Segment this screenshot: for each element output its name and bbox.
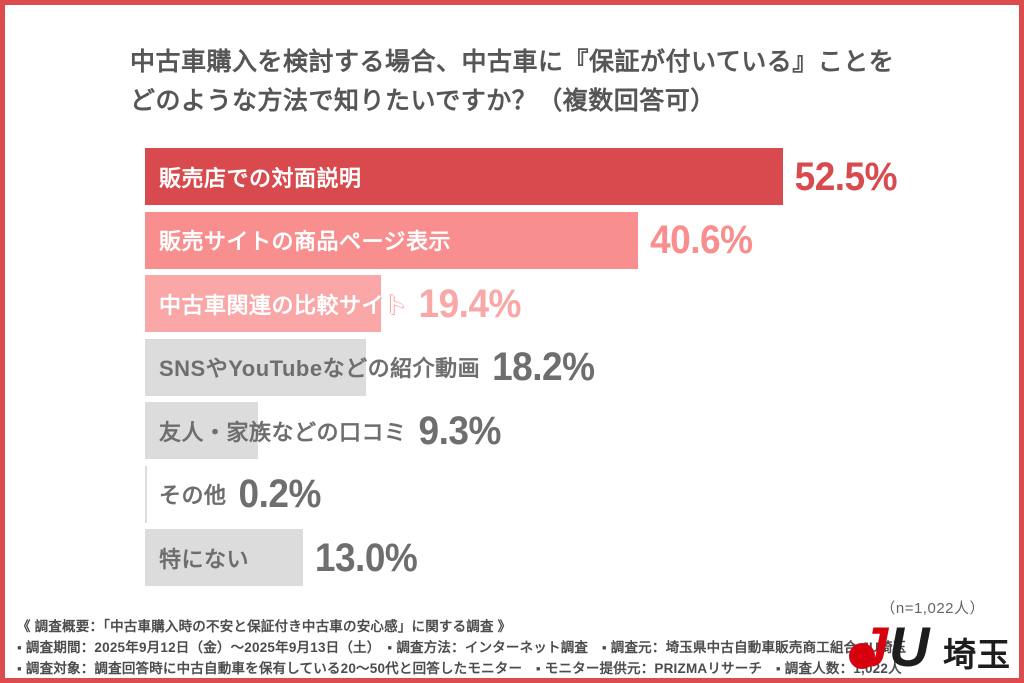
bar-row: 友人・家族などの口コミ 9.3% [145,402,1005,459]
bar-label: 中古車関連の比較サイト [159,292,407,318]
chart-title-line1: 中古車購入を検討する場合、中古車に『保証が付いている』ことを [130,48,895,76]
bar-label: 販売店での対面説明 [159,165,362,191]
bar [145,148,783,205]
ju-logo-mark-icon: J U [847,619,943,675]
ju-saitama-logo: J U 埼玉 [847,619,1011,675]
survey-detail-line1: ▪ 調査期間：2025年9月12日（金）～2025年9月13日（土） ▪ 調査方… [17,640,907,655]
bar [145,275,381,332]
bar [145,211,639,269]
bar-value: 9.3% [418,407,502,453]
bar-label: 友人・家族などの口コミ [159,419,407,445]
bar-value: 40.6% [650,217,753,262]
bar-label: その他 [159,483,227,508]
bar-label: 販売サイトの商品ページ表示 [159,229,452,254]
chart-title: 中古車購入を検討する場合、中古車に『保証が付いている』ことを どのような方法で知… [130,43,950,121]
bar-label: 特にない [159,546,250,572]
survey-footer: 《 調査概要：「中古車購入時の不安と保証付き中古車の安心感」に関する調査 》 ▪… [17,616,917,679]
bar-value: 13.0% [314,534,418,580]
bar-value: 52.5% [794,153,898,199]
ju-logo-dot-icon [849,643,875,669]
bar [145,529,303,586]
bar-row: その他 0.2% [145,465,1005,523]
bar-row: 販売店での対面説明 52.5% [145,148,1005,205]
bar [145,402,258,459]
bar [145,338,367,396]
bar-row: 特にない 13.0% [145,529,1005,586]
ju-logo-u: U [889,615,930,678]
bar-value: 18.2% [492,344,595,389]
survey-overview: 《 調査概要：「中古車購入時の不安と保証付き中古車の安心感」に関する調査 》 [17,619,512,634]
ju-logo-j: J [857,615,889,678]
bar-chart: 販売店での対面説明 52.5% 販売サイトの商品ページ表示 40.6% 中古車関連の比較… [145,148,1005,593]
ju-logo-text: 埼玉 [943,636,1011,673]
sample-size-note: （n=1,022人） [880,600,985,617]
chart-title-line2: どのような方法で知りたいですか？（複数回答可） [130,87,716,115]
survey-detail-line2: ▪ 調査対象：調査回答時に中古自動車を保有している20～50代と回答したモニター… [17,661,902,676]
bar-row: 販売サイトの商品ページ表示 40.6% [145,211,1005,269]
bar-row: SNSやYouTubeなどの紹介動画 18.2% [145,338,1005,396]
bar-value: 0.2% [238,471,322,516]
bar [145,465,148,523]
bar-label: SNSやYouTubeなどの紹介動画 [159,356,481,381]
bar-value: 19.4% [418,280,522,326]
bar-row: 中古車関連の比較サイト 19.4% [145,275,1005,332]
